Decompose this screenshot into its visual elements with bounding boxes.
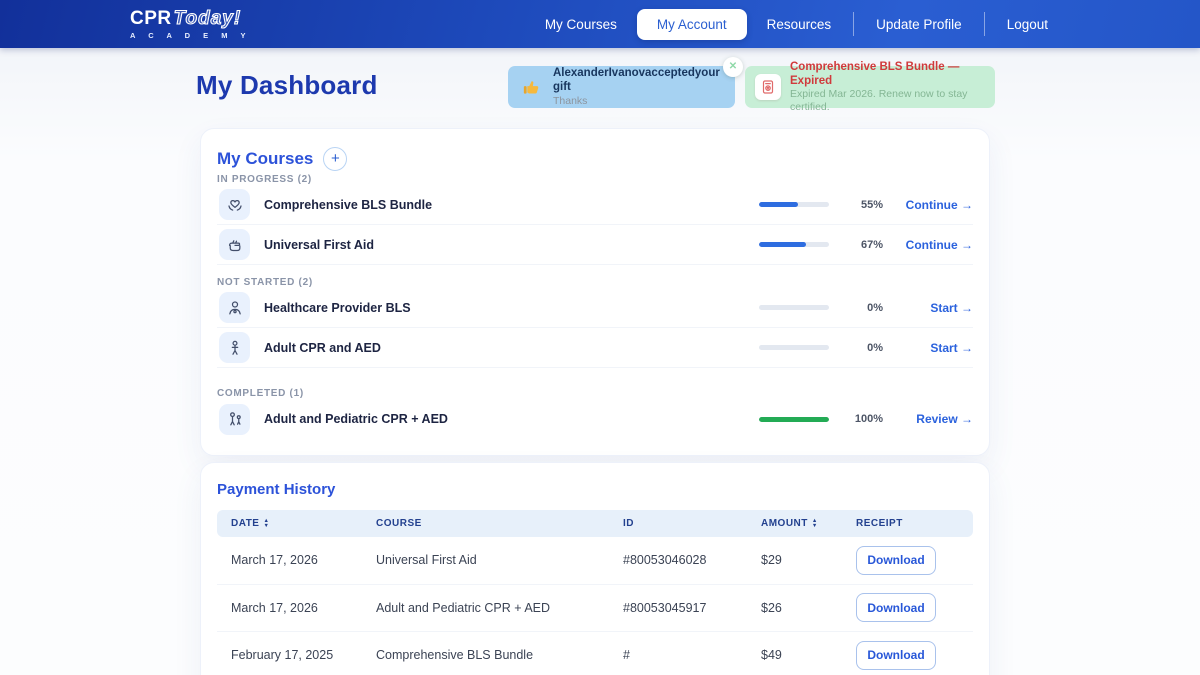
course-name: Comprehensive BLS Bundle bbox=[264, 197, 433, 212]
expired-banner-subtitle: Expired Mar 2026. Renew now to stay cert… bbox=[790, 88, 968, 114]
nav-item-my-account[interactable]: My Account bbox=[636, 8, 747, 40]
continue-link[interactable]: Continue → bbox=[905, 197, 973, 212]
nav-item-update-profile[interactable]: Update Profile bbox=[876, 16, 962, 32]
payment-history-title: Payment History bbox=[217, 481, 336, 498]
course-row: Adult CPR and AED 0% Start → bbox=[217, 328, 973, 368]
healthcare-provider-icon bbox=[219, 292, 250, 323]
sort-icon: ▲ ▼ bbox=[811, 518, 818, 529]
my-courses-card: My Courses + IN PROGRESS (2) Comprehensiv… bbox=[200, 128, 990, 456]
expired-banner-title: Comprehensive BLS Bundle — Expired bbox=[790, 60, 960, 87]
progress-bar bbox=[759, 416, 829, 422]
payment-id-cell: #80053045917 bbox=[623, 600, 707, 615]
nav-divider bbox=[853, 12, 855, 36]
sort-icon: ▲ ▼ bbox=[263, 518, 270, 529]
nav-item-logout[interactable]: Logout bbox=[1006, 16, 1048, 32]
payment-amount-cell: $29 bbox=[761, 553, 782, 568]
payment-id-cell: # bbox=[623, 648, 630, 663]
progress-bar bbox=[759, 242, 829, 247]
nav-item-resources[interactable]: Resources bbox=[766, 16, 832, 32]
gift-notification-banner: AlexanderIvanovacceptedyour gift Thanks … bbox=[508, 57, 743, 108]
navbar: CPR Today! A C A D E M Y My Courses My Ac… bbox=[0, 0, 1200, 48]
adult-child-icon bbox=[219, 403, 250, 435]
logo-today-text: Today! bbox=[173, 7, 242, 29]
progress-percent: 55% bbox=[860, 198, 883, 211]
start-link[interactable]: Start → bbox=[930, 340, 973, 355]
adult-person-icon bbox=[219, 332, 250, 363]
thumbs-up-icon bbox=[518, 74, 544, 100]
course-row: Comprehensive BLS Bundle 55% Continue → bbox=[217, 185, 973, 225]
payment-date-cell: March 17, 2026 bbox=[231, 600, 318, 615]
course-name: Adult and Pediatric CPR + AED bbox=[264, 412, 448, 426]
column-header-date[interactable]: DATE ▲ ▼ bbox=[231, 518, 270, 529]
course-name: Universal First Aid bbox=[264, 237, 374, 252]
logo[interactable]: CPR Today! A C A D E M Y bbox=[130, 7, 251, 40]
expired-receipt-icon bbox=[755, 74, 781, 100]
continue-link[interactable]: Continue → bbox=[905, 237, 973, 252]
nav-item-my-courses[interactable]: My Courses bbox=[544, 16, 617, 32]
progress-percent: 67% bbox=[860, 238, 883, 251]
close-icon[interactable]: ✕ bbox=[723, 57, 743, 77]
expired-notification-banner: Comprehensive BLS Bundle — Expired Expir… bbox=[745, 61, 995, 113]
course-section-label: COMPLETED (1) bbox=[217, 388, 304, 399]
progress-bar bbox=[759, 305, 829, 310]
column-header-id: ID bbox=[623, 518, 634, 529]
gift-banner-subtitle: Thanks bbox=[553, 94, 588, 107]
payment-amount-cell: $26 bbox=[761, 600, 782, 615]
payment-table-row: March 17, 2026 Adult and Pediatric CPR + … bbox=[217, 585, 973, 632]
course-name: Healthcare Provider BLS bbox=[264, 300, 411, 315]
column-header-course: COURSE bbox=[376, 518, 422, 529]
my-courses-title: My Courses bbox=[217, 149, 314, 168]
payment-history-card: Payment History DATE ▲ ▼ COURSE ID AMOUNT ▲ ▼ RE… bbox=[200, 462, 990, 675]
download-receipt-button[interactable]: Download bbox=[856, 593, 936, 623]
download-receipt-button[interactable]: Download bbox=[856, 545, 936, 575]
page-title: My Dashboard bbox=[196, 70, 378, 100]
progress-percent: 0% bbox=[867, 341, 883, 354]
payment-table-row: March 17, 2026 Universal First Aid #800530… bbox=[217, 537, 973, 585]
progress-percent: 0% bbox=[867, 301, 883, 314]
first-aid-hand-icon bbox=[219, 229, 250, 260]
payment-table-header: DATE ▲ ▼ COURSE ID AMOUNT ▲ ▼ RECEIPT bbox=[217, 510, 973, 537]
logo-cpr-text: CPR bbox=[130, 7, 172, 29]
download-receipt-button[interactable]: Download bbox=[856, 640, 936, 670]
column-header-receipt: RECEIPT bbox=[856, 518, 903, 529]
course-row: Universal First Aid 67% Continue → bbox=[217, 225, 973, 265]
progress-bar bbox=[759, 202, 829, 207]
course-row: Healthcare Provider BLS 0% Start → bbox=[217, 288, 973, 328]
payment-id-cell: #80053046028 bbox=[623, 553, 707, 568]
payment-table-row: February 17, 2025 Comprehensive BLS Bundl… bbox=[217, 632, 973, 675]
progress-percent: 100% bbox=[854, 413, 883, 425]
review-link[interactable]: Review → bbox=[916, 412, 973, 426]
payment-course-cell: Adult and Pediatric CPR + AED bbox=[376, 600, 551, 615]
progress-bar bbox=[759, 345, 829, 350]
nav-items: My Courses My Account Resources Update Prof… bbox=[525, 8, 1068, 40]
gift-banner-title: AlexanderIvanovacceptedyour gift bbox=[553, 67, 720, 94]
course-section-label: IN PROGRESS (2) bbox=[217, 174, 312, 185]
course-row: Adult and Pediatric CPR + AED 100% Review … bbox=[217, 399, 973, 439]
payment-date-cell: February 17, 2025 bbox=[231, 648, 334, 663]
nav-divider bbox=[983, 12, 985, 36]
add-course-button[interactable]: + bbox=[323, 147, 348, 171]
payment-amount-cell: $49 bbox=[761, 648, 782, 663]
column-header-amount[interactable]: AMOUNT ▲ ▼ bbox=[761, 518, 818, 529]
hands-heart-icon bbox=[219, 189, 250, 220]
course-name: Adult CPR and AED bbox=[264, 340, 381, 355]
payment-course-cell: Universal First Aid bbox=[376, 553, 477, 568]
course-section-label: NOT STARTED (2) bbox=[217, 277, 313, 288]
start-link[interactable]: Start → bbox=[930, 300, 973, 315]
payment-course-cell: Comprehensive BLS Bundle bbox=[376, 648, 534, 663]
payment-date-cell: March 17, 2026 bbox=[231, 553, 318, 568]
logo-academy-text: A C A D E M Y bbox=[130, 30, 251, 40]
